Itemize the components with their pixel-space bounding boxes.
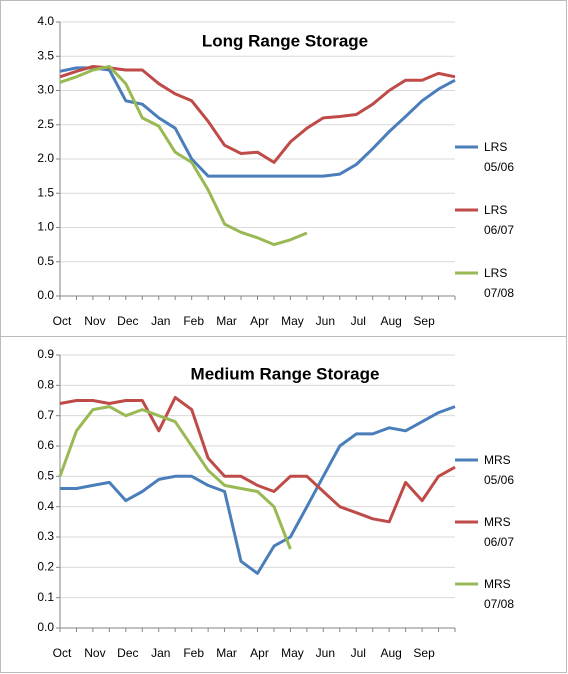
y-tick-label: 1.0	[37, 220, 54, 234]
x-tick-label: Aug	[380, 646, 401, 660]
legend-label: MRS 06/07	[484, 515, 515, 549]
panel-border	[0, 336, 567, 673]
y-tick-label: 2.0	[37, 151, 54, 165]
series-line	[58, 405, 292, 550]
x-tick-label: Aug	[380, 314, 401, 328]
x-tick-label: Jul	[351, 314, 366, 328]
x-tick-label: Jan	[151, 314, 170, 328]
x-tick-label: Dec	[117, 646, 138, 660]
y-tick-label: 0.4	[37, 499, 54, 513]
x-tick-label: Jul	[351, 646, 366, 660]
series-line	[59, 66, 456, 178]
y-tick-label: 3.5	[37, 48, 54, 62]
y-tick-label: 0.5	[37, 254, 54, 268]
x-tick-label: Jun	[316, 646, 335, 660]
y-tick-label: 0.9	[37, 347, 54, 361]
y-tick-label: 4.0	[37, 14, 54, 28]
series-line	[59, 396, 456, 524]
series-line	[59, 65, 308, 247]
y-tick-label: 0.5	[37, 469, 54, 483]
x-tick-label: Dec	[117, 314, 138, 328]
x-tick-label: May	[281, 646, 304, 660]
y-tick-label: 0.2	[37, 560, 54, 574]
y-tick-label: 0.0	[37, 620, 54, 634]
legend-label: LRS 07/08	[484, 266, 515, 300]
x-tick-label: Jan	[151, 646, 170, 660]
x-tick-label: Sep	[413, 646, 435, 660]
y-tick-label: 0.7	[37, 408, 54, 422]
y-tick-label: 0.8	[37, 378, 54, 392]
x-tick-label: Nov	[84, 646, 105, 660]
x-tick-label: Apr	[250, 314, 269, 328]
series-line	[60, 405, 456, 575]
x-tick-label: Apr	[250, 646, 269, 660]
x-tick-label: Mar	[216, 646, 237, 660]
series-line	[59, 65, 456, 164]
x-tick-label: Oct	[53, 646, 72, 660]
chart-title: Long Range Storage	[202, 31, 368, 50]
x-tick-label: Oct	[53, 314, 72, 328]
y-tick-label: 3.0	[37, 83, 54, 97]
y-tick-label: 2.5	[37, 117, 54, 131]
x-tick-label: May	[281, 314, 304, 328]
legend-label: LRS 05/06	[484, 140, 515, 174]
y-tick-label: 0.1	[37, 590, 54, 604]
x-tick-label: Feb	[183, 314, 204, 328]
x-tick-label: Jun	[316, 314, 335, 328]
y-tick-label: 1.5	[37, 185, 54, 199]
y-tick-label: 0.0	[37, 288, 54, 302]
y-tick-label: 0.6	[37, 438, 54, 452]
legend-label: MRS 07/08	[484, 577, 515, 611]
x-tick-label: Feb	[183, 646, 204, 660]
x-tick-label: Mar	[216, 314, 237, 328]
chart-title: Medium Range Storage	[191, 364, 380, 383]
x-tick-label: Sep	[413, 314, 435, 328]
y-tick-label: 0.3	[37, 529, 54, 543]
x-tick-label: Nov	[84, 314, 105, 328]
legend-label: LRS 06/07	[484, 203, 515, 237]
legend-label: MRS 05/06	[484, 453, 515, 487]
panel-border	[0, 0, 567, 337]
